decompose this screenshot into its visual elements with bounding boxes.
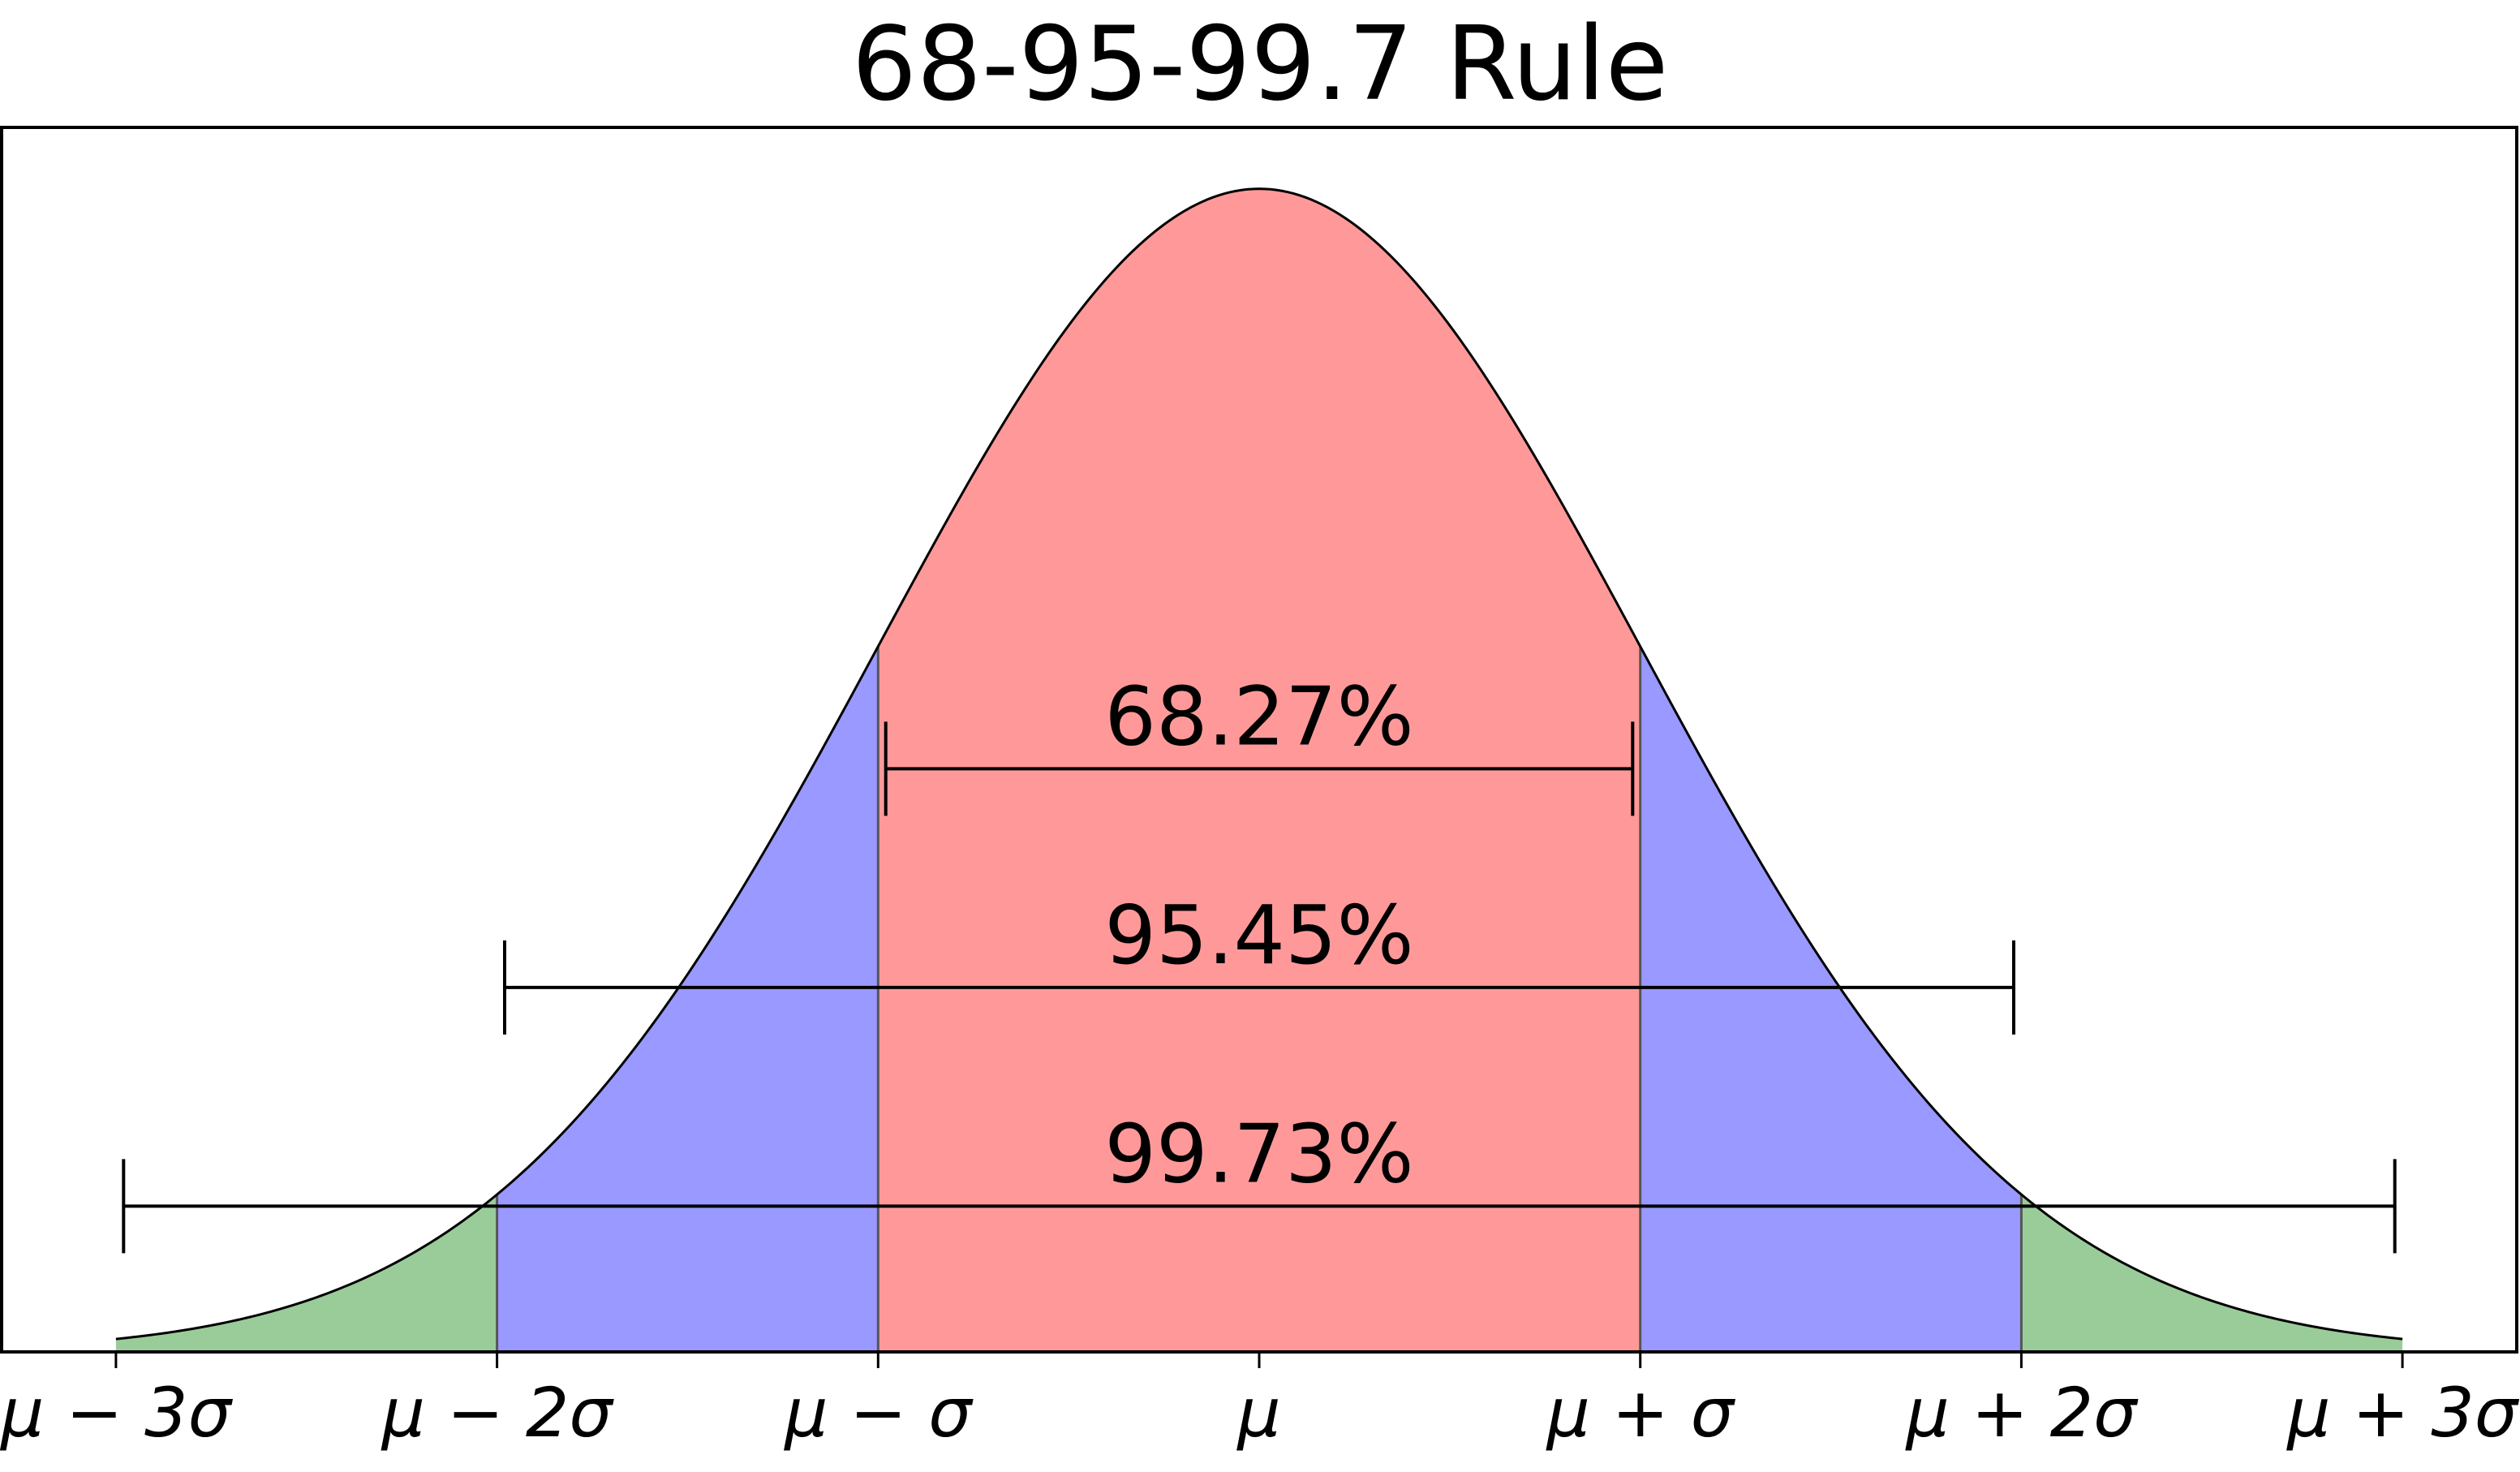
interval-label-0: 68.27% bbox=[1104, 669, 1413, 764]
x-tick-label-3: μ bbox=[1236, 1373, 1280, 1453]
x-tick-label-4: μ + σ bbox=[1545, 1373, 1735, 1453]
x-tick-label-0: μ − 3σ bbox=[0, 1373, 234, 1453]
interval-label-1: 95.45% bbox=[1104, 888, 1413, 983]
x-tick-label-1: μ − 2σ bbox=[381, 1373, 615, 1453]
interval-brackets: 68.27% 95.45% 99.73% bbox=[122, 669, 2397, 1254]
x-tick-label-2: μ − σ bbox=[783, 1373, 974, 1453]
interval-label-2: 99.73% bbox=[1104, 1106, 1413, 1201]
region-3 bbox=[1640, 646, 2022, 1352]
region-1 bbox=[497, 646, 879, 1352]
chart-title: 68-95-99.7 Rule bbox=[852, 4, 1668, 123]
sigma-dividers bbox=[496, 646, 2023, 1352]
density-curve bbox=[115, 187, 2403, 1341]
x-axis-ticks: μ − 3σ μ − 2σ μ − σ μ μ + σ μ + 2σ μ + 3σ bbox=[0, 1352, 2520, 1453]
x-tick-label-5: μ + 2σ bbox=[1904, 1373, 2139, 1453]
x-tick-label-6: μ + 3σ bbox=[2286, 1373, 2520, 1453]
region-0 bbox=[115, 1194, 497, 1352]
region-4 bbox=[2021, 1194, 2403, 1352]
